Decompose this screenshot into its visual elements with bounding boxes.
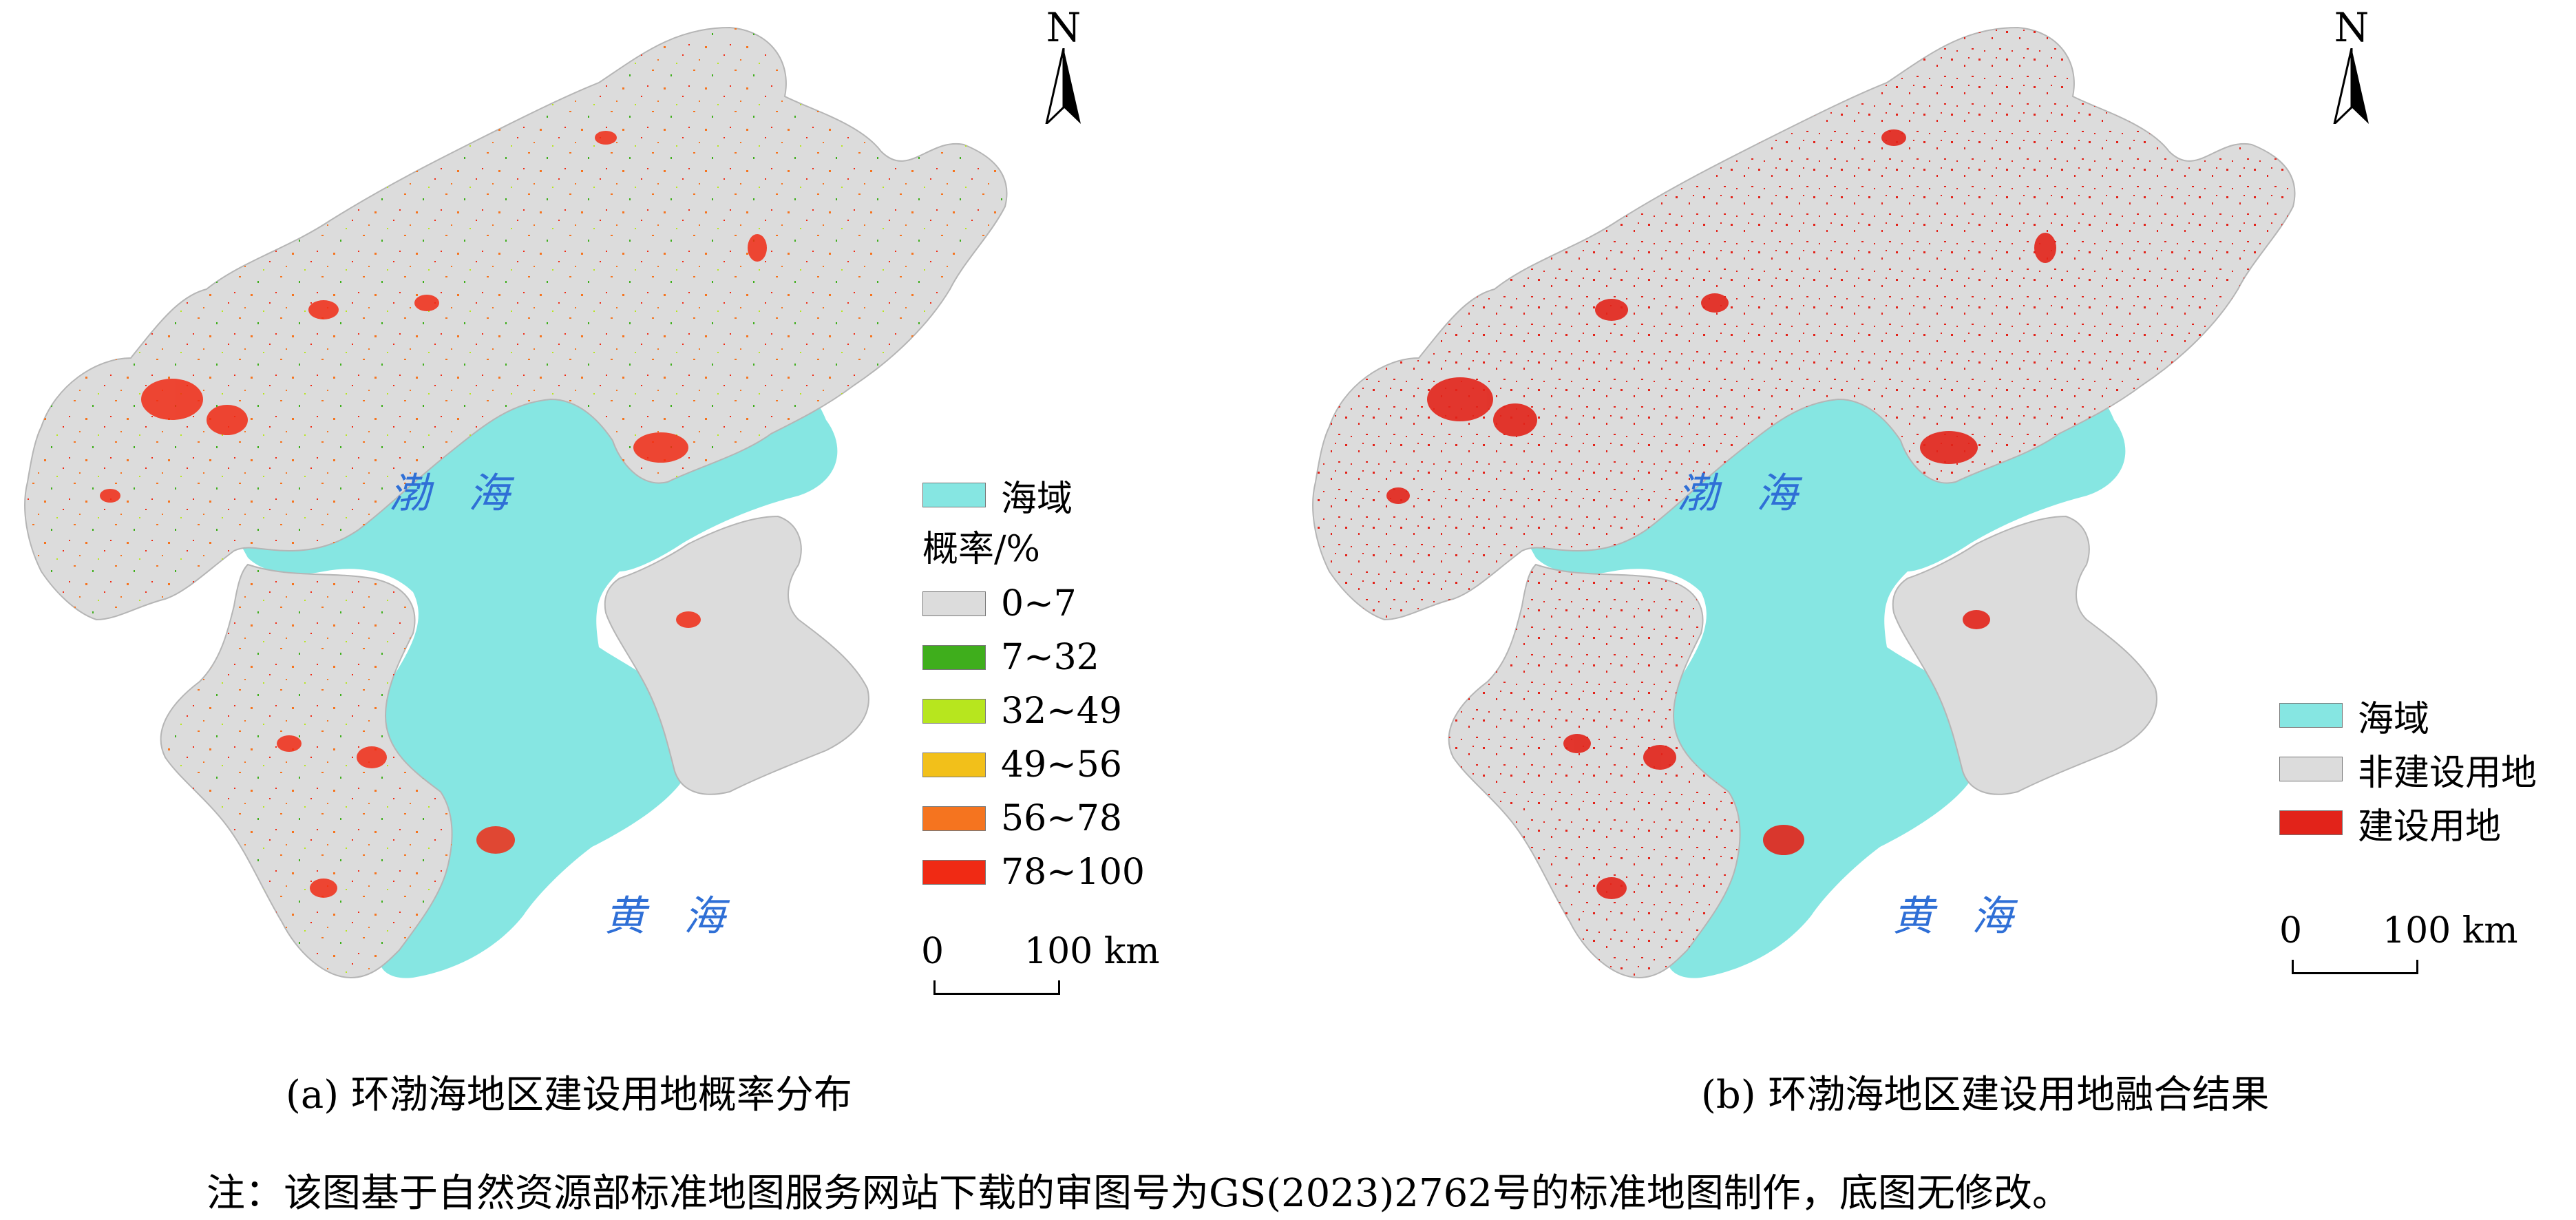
probability-legend: 海域 概率/% 0~7 7~32 32~49 49~56 56~78 78~10… <box>922 468 1145 899</box>
figure-note: 注：该图基于自然资源部标准地图服务网站下载的审图号为GS(2023)2762号的… <box>207 1171 2071 1216</box>
north-arrow: N <box>2321 7 2383 127</box>
legend-label: 非建设用地 <box>2358 752 2537 794</box>
north-label: N <box>1046 4 1081 51</box>
scale-start: 0 <box>2279 910 2303 951</box>
north-arrow-icon <box>2332 48 2369 127</box>
map-panel-fusion: 渤 海 黄 海 N 海域 非建设用地 建设用地 0 100 km (b) 环渤海… <box>1288 0 2576 1117</box>
north-arrow-icon <box>1044 48 1081 127</box>
legend-item: 56~78 <box>922 792 1145 845</box>
legend-label: 78~100 <box>1001 852 1145 893</box>
legend-swatch <box>2279 757 2343 781</box>
legend-label: 海域 <box>1001 478 1073 520</box>
legend-label: 49~56 <box>1001 744 1122 786</box>
legend-swatch <box>2279 810 2343 835</box>
legend-label: 0~7 <box>1001 583 1077 624</box>
land-region <box>24 26 1008 979</box>
yellow-sea-label: 黄 海 <box>1892 892 2026 940</box>
legend-item: 非建设用地 <box>2279 742 2537 796</box>
land-region <box>1312 26 2296 979</box>
north-label: N <box>2334 4 2369 51</box>
legend-swatch <box>922 645 986 670</box>
legend-swatch <box>922 483 986 507</box>
probability-map <box>24 26 1008 979</box>
legend-item: 建设用地 <box>2279 796 2537 850</box>
legend-label: 7~32 <box>1001 637 1099 678</box>
bohai-sea-label: 渤 海 <box>389 470 522 518</box>
legend-title: 概率/% <box>922 529 1040 570</box>
legend-item: 32~49 <box>922 684 1145 738</box>
legend-item: 7~32 <box>922 631 1145 684</box>
fusion-map <box>1312 26 2296 979</box>
bohai-sea-label: 渤 海 <box>1677 470 1810 518</box>
scale-bar: 0 100 km <box>921 931 1169 1000</box>
caption-a: (a) 环渤海地区建设用地概率分布 <box>286 1073 852 1117</box>
legend-label: 海域 <box>2358 698 2430 740</box>
legend-item: 0~7 <box>922 577 1145 631</box>
legend-item: 49~56 <box>922 738 1145 792</box>
legend-swatch <box>922 753 986 777</box>
scale-end: 100 km <box>2383 910 2518 951</box>
legend-item: 海域 <box>2279 688 2537 742</box>
legend-item: 78~100 <box>922 845 1145 899</box>
scale-bar: 0 100 km <box>2279 910 2527 979</box>
scale-end: 100 km <box>1024 931 1160 972</box>
urban-clusters <box>1386 129 2056 899</box>
legend-swatch <box>922 699 986 724</box>
legend-swatch <box>922 591 986 616</box>
map-panel-probability: 渤 海 黄 海 N 海域 概率/% 0~7 7~32 32~49 49~56 <box>0 0 1288 1117</box>
legend-label: 56~78 <box>1001 798 1122 839</box>
scale-bar-line <box>933 980 1060 995</box>
legend-swatch <box>922 806 986 831</box>
north-arrow: N <box>1033 7 1095 127</box>
legend-swatch <box>922 860 986 885</box>
scale-bar-line <box>2292 960 2418 974</box>
landuse-legend: 海域 非建设用地 建设用地 <box>2279 688 2537 850</box>
scale-start: 0 <box>921 931 944 972</box>
legend-item-sea: 海域 <box>922 468 1145 522</box>
legend-label: 32~49 <box>1001 691 1122 732</box>
caption-b: (b) 环渤海地区建设用地融合结果 <box>1701 1073 2270 1117</box>
yellow-sea-label: 黄 海 <box>604 892 738 940</box>
legend-swatch <box>2279 703 2343 728</box>
legend-label: 建设用地 <box>2358 806 2502 848</box>
urban-clusters <box>100 131 767 898</box>
